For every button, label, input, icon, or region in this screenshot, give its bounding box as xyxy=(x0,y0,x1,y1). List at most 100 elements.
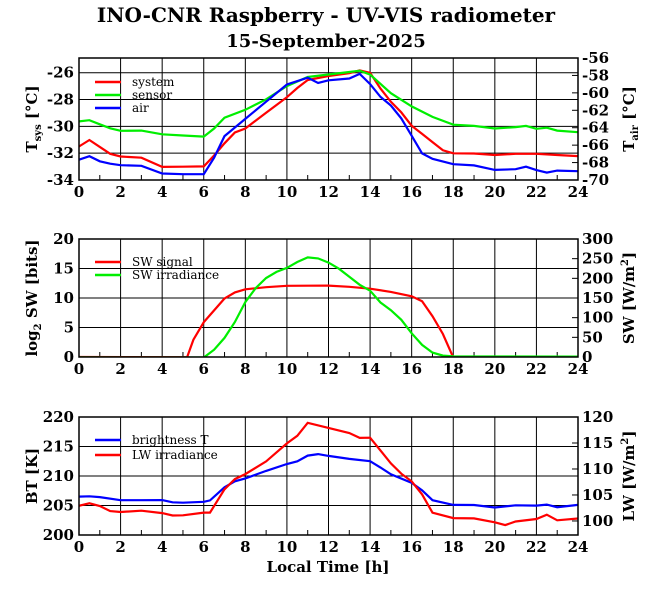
y2-axis-label: Tair [°C] xyxy=(620,86,641,152)
legend-label: brightness T xyxy=(132,433,208,447)
y2-tick-label: 105 xyxy=(582,486,613,504)
y2-tick-label: -58 xyxy=(582,66,609,84)
x-tick-label: 14 xyxy=(360,183,381,201)
y2-label-unit: [°C] xyxy=(620,86,638,125)
panel-1: 0 2 4 6 8 10 12 14 16 18 20 22 24-34-32-30-28-26-70-… xyxy=(23,49,641,201)
y2-tick-label: -66 xyxy=(582,136,609,154)
y-label-unit: [°C] xyxy=(23,85,41,124)
x-tick-label: 20 xyxy=(484,538,505,556)
y2-tick-label: -64 xyxy=(582,119,609,137)
x-tick-label: 18 xyxy=(443,360,464,378)
plot-frame xyxy=(78,238,579,358)
y2-label-sup: 2 xyxy=(620,259,631,266)
y-tick-label: 15 xyxy=(53,260,74,278)
y2-label-main: T xyxy=(620,140,638,152)
y2-tick-label: 200 xyxy=(582,269,613,287)
legend-label: system xyxy=(132,75,175,89)
y2-tick-label: 250 xyxy=(582,250,613,268)
y2-tick-label: 110 xyxy=(582,460,613,478)
y2-tick-label: -60 xyxy=(582,84,609,102)
x-tick-label: 0 xyxy=(74,183,84,201)
x-tick-label: 14 xyxy=(360,360,381,378)
series-line-sw-irradiance xyxy=(79,256,578,357)
y2-tick-label: 300 xyxy=(582,230,613,248)
x-tick-label: 4 xyxy=(157,183,167,201)
x-tick-label: 22 xyxy=(526,538,547,556)
y-tick-label: -34 xyxy=(47,171,74,189)
x-tick-label: 16 xyxy=(401,360,422,378)
legend-label: LW irradiance xyxy=(132,448,218,462)
x-tick-label: 20 xyxy=(484,360,505,378)
y2-tick-label: -68 xyxy=(582,154,609,172)
x-tick-label: 24 xyxy=(568,360,589,378)
x-tick-label: 10 xyxy=(276,538,297,556)
series-line-brightness-t xyxy=(79,452,578,509)
series-line-lw-irradiance xyxy=(79,421,578,527)
x-tick-label: 18 xyxy=(443,538,464,556)
x-tick-label: 18 xyxy=(443,183,464,201)
y2-tick-label: 100 xyxy=(582,309,613,327)
x-tick-label: 8 xyxy=(240,538,250,556)
panel-2: 0 2 4 6 8 10 12 14 16 18 20 22 240510152005010015020… xyxy=(23,230,638,378)
x-axis-label: Local Time [h] xyxy=(267,558,390,576)
y-tick-label: 220 xyxy=(43,408,74,426)
x-tick-label: 24 xyxy=(568,183,589,201)
y-axis-label: log2 SW [bits] xyxy=(23,239,44,356)
y-label-sub: 2 xyxy=(33,323,44,330)
y-label-main: BT [K] xyxy=(23,448,41,504)
x-tick-label: 20 xyxy=(484,183,505,201)
y2-axis-label: SW [W/m2] xyxy=(620,252,638,344)
plot-frame xyxy=(78,416,579,536)
x-tick-label: 22 xyxy=(526,360,547,378)
y-label-sub: sys xyxy=(33,124,44,141)
y-tick-label: -32 xyxy=(47,144,74,162)
y2-tick-label: 150 xyxy=(582,289,613,307)
series-line-sensor xyxy=(79,69,578,138)
x-tick-label: 6 xyxy=(199,360,209,378)
y2-tick-label: 50 xyxy=(582,328,603,346)
x-tick-label: 8 xyxy=(240,183,250,201)
plot-frame xyxy=(78,57,579,181)
x-tick-label: 2 xyxy=(115,183,125,201)
y-tick-label: 210 xyxy=(43,467,74,485)
x-tick-label: 16 xyxy=(401,538,422,556)
chart-title: INO-CNR Raspberry - UV-VIS radiometer xyxy=(97,3,556,27)
y2-label-unit: ] xyxy=(620,252,638,259)
y2-label-main: SW [W/m xyxy=(620,266,638,344)
chart-subtitle: 15-September-2025 xyxy=(226,31,425,52)
series-line-system xyxy=(79,69,578,169)
x-tick-label: 12 xyxy=(318,360,339,378)
x-tick-label: 2 xyxy=(115,538,125,556)
y2-tick-label: -70 xyxy=(582,171,609,189)
x-tick-label: 4 xyxy=(157,360,167,378)
x-tick-label: 24 xyxy=(568,538,589,556)
x-tick-label: 16 xyxy=(401,183,422,201)
y-tick-label: 0 xyxy=(64,348,74,366)
y-tick-label: 5 xyxy=(64,319,74,337)
x-tick-label: 12 xyxy=(318,183,339,201)
series-line-air xyxy=(79,72,578,176)
y2-tick-label: 115 xyxy=(582,434,613,452)
x-tick-label: 0 xyxy=(74,538,84,556)
y2-label-main: LW [W/m xyxy=(620,444,638,521)
y-tick-label: 215 xyxy=(43,438,74,456)
y2-axis-label: LW [W/m2] xyxy=(620,431,638,522)
x-tick-label: 8 xyxy=(240,360,250,378)
y-tick-label: 20 xyxy=(53,230,74,248)
x-tick-label: 12 xyxy=(318,538,339,556)
y-tick-label: -30 xyxy=(47,117,74,135)
y-label-main: T xyxy=(23,141,41,153)
y-axis-label: Tsys [°C] xyxy=(23,85,44,152)
legend-label: SW signal xyxy=(132,255,193,269)
y2-label-sup: 2 xyxy=(620,438,631,445)
y-tick-label: 10 xyxy=(53,289,74,307)
x-tick-label: 10 xyxy=(276,360,297,378)
y2-tick-label: 0 xyxy=(582,348,592,366)
x-tick-label: 14 xyxy=(360,538,381,556)
y-tick-label: 200 xyxy=(43,526,74,544)
x-tick-label: 22 xyxy=(526,183,547,201)
y-label-unit: SW [bits] xyxy=(23,239,41,323)
legend-label: SW irradiance xyxy=(132,268,219,282)
y2-label-sub: air xyxy=(630,124,641,140)
